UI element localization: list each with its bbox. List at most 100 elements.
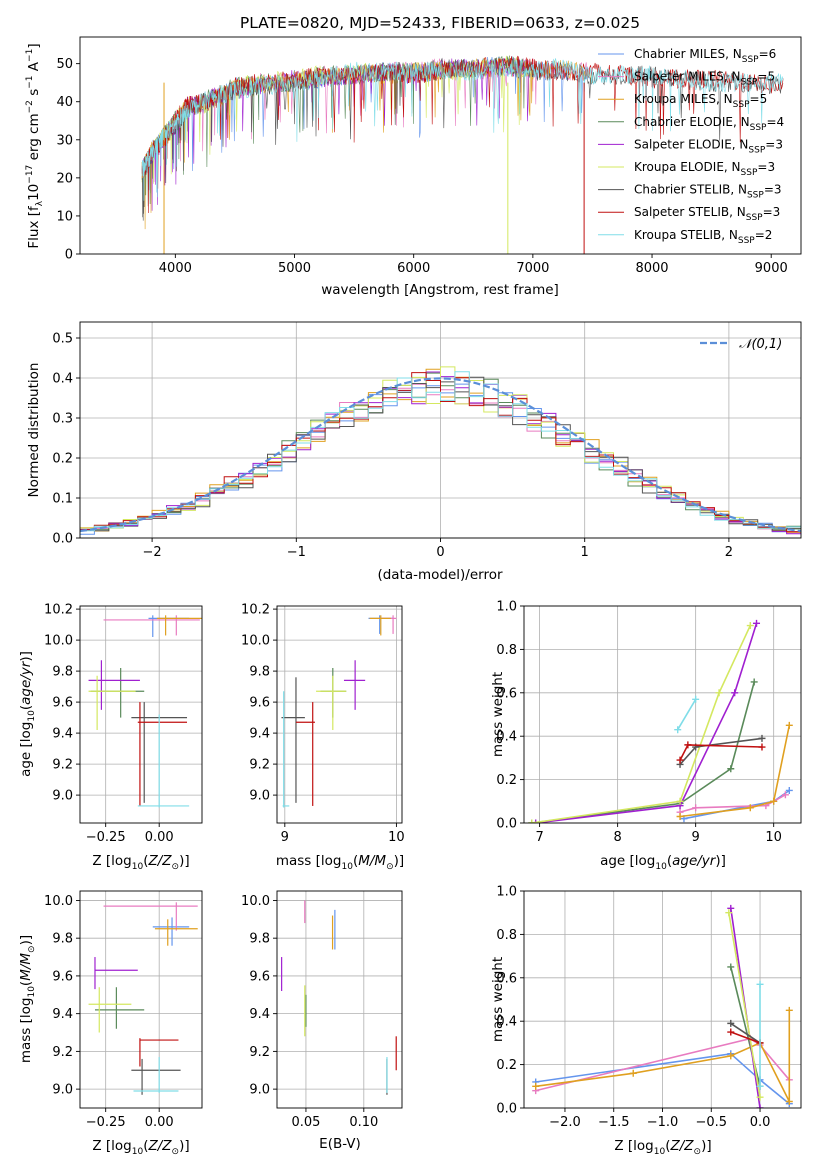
x-tick-label: 5000	[278, 261, 311, 276]
legend-label: Salpeter ELODIE, NSSP=3	[634, 137, 783, 155]
y-tick-label: 9.4	[52, 1007, 73, 1022]
grid	[80, 606, 202, 823]
y-tick-label: 9.0	[249, 789, 270, 804]
y-tick-label: 9.2	[249, 1045, 270, 1060]
legend-label: Kroupa ELODIE, NSSP=3	[634, 160, 775, 178]
legend-label: Chabrier ELODIE, NSSP=4	[634, 115, 784, 133]
y-tick-label: 30	[56, 133, 73, 148]
weight-marker	[727, 1052, 735, 1060]
weight-marker	[758, 743, 766, 751]
x-axis-label: (data-model)/error	[377, 567, 503, 583]
x-tick-label: −1	[287, 545, 306, 560]
weight-marker	[692, 804, 700, 812]
y-tick-label: 0.1	[52, 492, 73, 507]
y-tick-label: 9.8	[249, 665, 270, 680]
panel-weight_vs_age: 7 8 9 10 0.0 0.2 0.4 0.6 0.8 1.0 mass weight age [l…	[490, 600, 802, 872]
x-tick-label: 6000	[397, 261, 430, 276]
y-tick-label: 0.5	[52, 332, 73, 347]
weight-marker	[532, 819, 540, 823]
y-tick-label: 20	[56, 171, 73, 186]
x-axis-label: E(B-V)	[319, 1136, 361, 1152]
weight-marker	[676, 812, 684, 820]
weight-marker	[725, 909, 733, 917]
axes-frame	[79, 36, 802, 255]
histogram-steps	[80, 372, 801, 538]
plot-area-residuals	[80, 366, 801, 538]
weight-marker	[753, 619, 761, 627]
y-tick-label: 40	[56, 95, 73, 110]
x-tick-label: 0	[436, 545, 444, 560]
y-tick-label: 0.6	[496, 971, 517, 986]
x-axis-label: wavelength [Angstrom, rest frame]	[321, 282, 559, 298]
y-tick-label: 0.0	[496, 817, 517, 832]
weight-marker	[746, 804, 754, 812]
panel-mass_vs_ebv: 0.05 0.10 9.0 9.2 9.4 9.6 9.8 10.0 E(B-V)	[241, 890, 403, 1152]
axes-frame	[79, 605, 203, 824]
legend-label: Kroupa MILES, NSSP=5	[634, 92, 767, 110]
weight-marker	[727, 963, 735, 971]
y-tick-label: 10	[56, 209, 73, 224]
axes-frame	[523, 605, 802, 824]
y-tick-label: 0.4	[496, 1015, 517, 1030]
y-tick-label: 10.0	[241, 634, 270, 649]
weight-line	[679, 737, 763, 765]
weight-line	[531, 681, 755, 823]
axes-frame	[276, 890, 403, 1109]
x-axis-label: mass [log10(M/M⊙)]	[276, 853, 404, 872]
spectrum-legend: Chabrier MILES, NSSP=6 Salpeter MILES, NS…	[598, 47, 784, 246]
weight-marker	[750, 678, 758, 686]
weight-marker	[746, 622, 754, 630]
panel-spectrum: 4000 5000 6000 7000 8000 9000 0 10 20 30 40 50 Chabr…	[25, 36, 802, 298]
x-axis-label: Z [log10(Z/Z⊙)]	[614, 1138, 711, 1157]
weight-line	[535, 1010, 791, 1102]
weight-line	[531, 625, 752, 823]
y-tick-label: 0.2	[52, 452, 73, 467]
plot-area-spectrum	[141, 55, 784, 254]
x-tick-label: 9000	[755, 261, 788, 276]
weight-line	[680, 725, 791, 818]
y-tick-label: 10.0	[44, 634, 73, 649]
y-tick-label: 9.8	[52, 665, 73, 680]
weight-marker	[727, 904, 735, 912]
weight-marker	[785, 786, 793, 794]
weight-marker	[731, 689, 739, 697]
figure-title: PLATE=0820, MJD=52433, FIBERID=0633, z=0…	[240, 14, 640, 32]
weight-line	[679, 794, 786, 813]
y-axis-label: mass weight	[490, 672, 506, 757]
y-tick-label: 50	[56, 57, 73, 72]
grid	[524, 605, 801, 824]
x-axis-label: Z [log10(Z/Z⊙)]	[92, 1138, 189, 1157]
weight-marker	[785, 721, 793, 729]
x-tick-label: 0.10	[349, 1115, 378, 1130]
y-tick-label: 9.0	[52, 789, 73, 804]
y-tick-label: 0.3	[52, 412, 73, 427]
x-tick-label: 10	[765, 830, 782, 845]
y-tick-label: 10.2	[241, 603, 270, 618]
x-tick-label: 8000	[635, 261, 668, 276]
weight-marker	[692, 695, 700, 703]
panel-weight_vs_Z: −2.0 −1.5 −1.0 −0.5 0.0 0.0 0.2 0.4 0.6 0.8 1.0 mas…	[490, 885, 802, 1157]
x-tick-label: −0.25	[86, 830, 126, 845]
grid	[277, 606, 402, 823]
axes-frame	[79, 890, 203, 1109]
x-tick-label: −1.0	[647, 1115, 679, 1130]
x-tick-label: −0.5	[695, 1115, 727, 1130]
x-tick-label: −0.25	[86, 1115, 126, 1130]
y-tick-label: 0.4	[52, 372, 73, 387]
weight-marker	[756, 1104, 764, 1108]
y-tick-label: 1.0	[496, 885, 517, 900]
x-tick-label: −1.5	[598, 1115, 630, 1130]
y-axis-label: Flux [fλ10−17 erg cm−2 s−1 A−1]	[25, 43, 45, 248]
y-tick-label: 9.6	[52, 969, 73, 984]
weight-marker	[674, 726, 682, 734]
weight-marker	[781, 791, 789, 799]
normal-curve	[80, 377, 801, 533]
y-tick-label: 9.4	[249, 1007, 270, 1022]
y-tick-label: 0.4	[496, 730, 517, 745]
histogram-steps	[80, 376, 801, 538]
x-tick-label: 7000	[516, 261, 549, 276]
y-tick-label: 9.0	[52, 1083, 73, 1098]
x-tick-label: 2	[725, 545, 733, 560]
x-tick-label: 0.0	[750, 1115, 771, 1130]
